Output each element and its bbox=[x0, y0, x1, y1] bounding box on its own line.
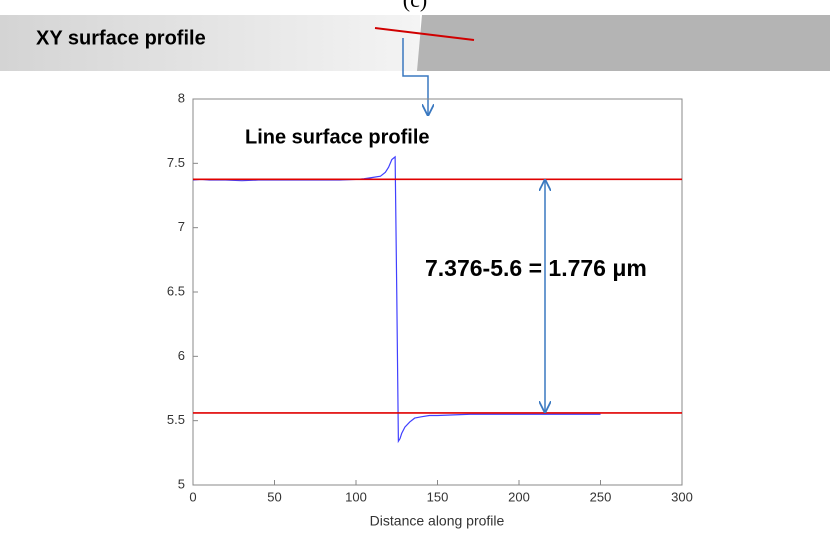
x-tick-label: 0 bbox=[189, 489, 196, 504]
y-tick-label: 7.5 bbox=[167, 155, 185, 170]
x-tick-label: 50 bbox=[267, 489, 281, 504]
panel-label: (c) bbox=[403, 0, 427, 12]
x-tick-label: 150 bbox=[427, 489, 449, 504]
y-tick-label: 6 bbox=[178, 348, 185, 363]
profile-cut bbox=[374, 27, 475, 41]
y-tick-label: 7 bbox=[178, 219, 185, 234]
x-tick-label: 100 bbox=[345, 489, 367, 504]
x-tick-label: 300 bbox=[671, 489, 693, 504]
profile-line bbox=[192, 155, 601, 444]
x-tick-label: 200 bbox=[508, 489, 530, 504]
y-tick-label: 5.5 bbox=[167, 412, 185, 427]
annotation: 7.376-5.6 = 1.776 μm bbox=[425, 255, 647, 281]
annotation: Line surface profile bbox=[245, 126, 430, 148]
y-tick-label: 6.5 bbox=[167, 283, 185, 298]
banner-label: XY surface profile bbox=[36, 27, 206, 49]
y-tick-label: 5 bbox=[178, 476, 185, 491]
banner-right bbox=[417, 15, 830, 71]
x-tick-label: 250 bbox=[590, 489, 612, 504]
x-axis-label: Distance along profile bbox=[370, 513, 505, 529]
y-tick-label: 8 bbox=[178, 90, 185, 105]
banner-left bbox=[0, 15, 420, 71]
plot-frame bbox=[192, 98, 683, 486]
connector bbox=[402, 38, 428, 115]
